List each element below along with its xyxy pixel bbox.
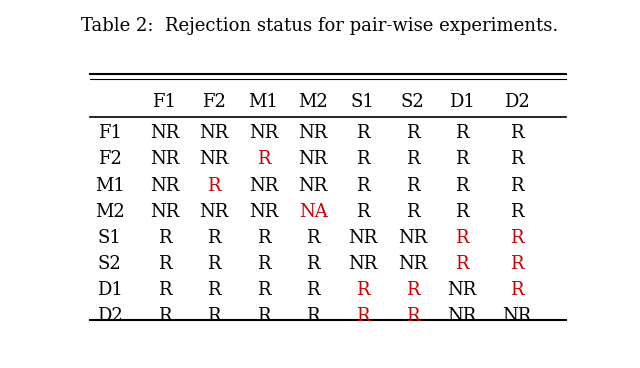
Text: NR: NR [298,151,328,169]
Text: R: R [307,281,320,299]
Text: NR: NR [298,177,328,195]
Text: NR: NR [249,203,278,221]
Text: NR: NR [348,255,378,273]
Text: NR: NR [397,255,427,273]
Text: R: R [257,255,270,273]
Text: R: R [509,255,524,273]
Text: R: R [509,203,524,221]
Text: R: R [455,151,468,169]
Text: R: R [157,255,171,273]
Text: R: R [157,307,171,325]
Text: R: R [406,151,419,169]
Text: D1: D1 [449,93,475,111]
Text: NR: NR [249,124,278,142]
Text: R: R [356,281,369,299]
Text: R: R [157,281,171,299]
Text: R: R [307,307,320,325]
Text: R: R [257,151,270,169]
Text: F1: F1 [98,124,122,142]
Text: Table 2:  Rejection status for pair-wise experiments.: Table 2: Rejection status for pair-wise … [81,17,559,35]
Text: NA: NA [299,203,328,221]
Text: NR: NR [397,229,427,247]
Text: R: R [207,177,221,195]
Text: NR: NR [348,229,378,247]
Text: R: R [406,124,419,142]
Text: M1: M1 [248,93,278,111]
Text: R: R [157,229,171,247]
Text: R: R [257,281,270,299]
Text: D2: D2 [504,93,529,111]
Text: R: R [455,203,468,221]
Text: NR: NR [298,124,328,142]
Text: R: R [406,203,419,221]
Text: S1: S1 [98,229,122,247]
Text: R: R [455,229,468,247]
Text: NR: NR [150,124,179,142]
Text: R: R [406,307,419,325]
Text: R: R [207,229,221,247]
Text: R: R [406,281,419,299]
Text: R: R [509,229,524,247]
Text: M1: M1 [95,177,125,195]
Text: R: R [207,255,221,273]
Text: R: R [509,124,524,142]
Text: R: R [509,177,524,195]
Text: F2: F2 [98,151,122,169]
Text: F2: F2 [202,93,226,111]
Text: R: R [307,255,320,273]
Text: S1: S1 [351,93,374,111]
Text: NR: NR [150,203,179,221]
Text: D1: D1 [97,281,123,299]
Text: R: R [356,307,369,325]
Text: R: R [455,177,468,195]
Text: R: R [356,177,369,195]
Text: R: R [509,151,524,169]
Text: R: R [207,281,221,299]
Text: R: R [356,124,369,142]
Text: NR: NR [249,177,278,195]
Text: NR: NR [199,124,228,142]
Text: S2: S2 [401,93,424,111]
Text: R: R [307,229,320,247]
Text: R: R [406,177,419,195]
Text: NR: NR [199,151,228,169]
Text: R: R [207,307,221,325]
Text: D2: D2 [97,307,123,325]
Text: NR: NR [502,307,531,325]
Text: NR: NR [447,307,477,325]
Text: NR: NR [199,203,228,221]
Text: R: R [257,307,270,325]
Text: R: R [356,151,369,169]
Text: R: R [509,281,524,299]
Text: R: R [455,124,468,142]
Text: S2: S2 [98,255,122,273]
Text: R: R [257,229,270,247]
Text: M2: M2 [95,203,125,221]
Text: F1: F1 [152,93,177,111]
Text: NR: NR [447,281,477,299]
Text: R: R [356,203,369,221]
Text: NR: NR [150,177,179,195]
Text: NR: NR [150,151,179,169]
Text: M2: M2 [298,93,328,111]
Text: R: R [455,255,468,273]
